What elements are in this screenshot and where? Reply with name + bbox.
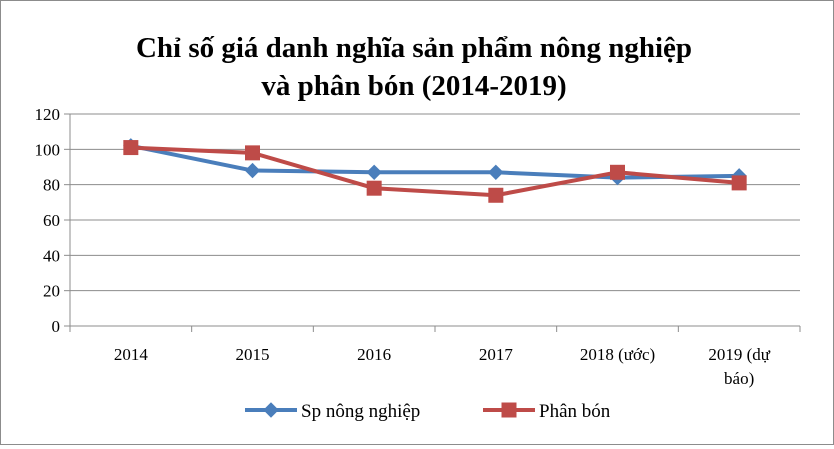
y-tick-label-0: 0 <box>52 317 61 336</box>
series-1-point-0 <box>123 140 139 156</box>
y-tick-label-100: 100 <box>35 140 61 159</box>
x-axis-tick-labels: 2014 2015 2016 2017 2018 (ước) 2019 (dự báo) <box>114 345 771 388</box>
gridlines <box>70 113 800 292</box>
series-1 <box>123 140 747 203</box>
y-tick-label-40: 40 <box>43 246 60 265</box>
x-tick-label-2-0: 2016 <box>357 345 391 364</box>
legend-swatch-marker-1 <box>501 402 517 418</box>
x-tick-label-1-0: 2015 <box>236 345 270 364</box>
legend-swatch-marker-0 <box>263 402 279 418</box>
chart-title-line-2: và phân bón (2014-2019) <box>261 70 566 102</box>
legend-item-0: Sp nông nghiệp <box>245 401 420 422</box>
axes <box>64 113 801 332</box>
series <box>123 138 747 203</box>
x-tick-label-3-0: 2017 <box>479 345 514 364</box>
series-1-line <box>128 145 742 198</box>
x-tick-label-5-0: 2019 (dự <box>708 345 770 364</box>
y-tick-label-20: 20 <box>43 282 60 301</box>
series-1-point-3 <box>488 187 504 203</box>
series-0-line <box>128 143 742 180</box>
legend-item-1: Phân bón <box>483 401 611 422</box>
y-tick-label-80: 80 <box>43 176 60 195</box>
legend: Sp nông nghiệp Phân bón <box>245 401 611 422</box>
series-0 <box>123 138 747 186</box>
series-1-point-2 <box>366 180 382 196</box>
y-tick-label-120: 120 <box>35 105 61 124</box>
series-0-point-1 <box>244 162 261 179</box>
y-tick-label-60: 60 <box>43 211 60 230</box>
series-1-point-5 <box>731 175 747 191</box>
series-0-point-3 <box>488 164 504 181</box>
series-1-point-1 <box>245 145 260 161</box>
x-tick-label-5-1: báo) <box>724 369 754 388</box>
series-0-point-2 <box>366 164 382 181</box>
legend-label-1: Phân bón <box>539 401 611 422</box>
legend-label-0: Sp nông nghiệp <box>301 401 420 422</box>
x-tick-label-0-0: 2014 <box>114 345 149 364</box>
x-tick-label-4-0: 2018 (ước) <box>580 345 655 364</box>
y-axis-tick-labels: 0 20 40 60 80 100 120 <box>35 105 61 336</box>
series-1-point-4 <box>610 164 625 180</box>
chart-title-line-1: Chỉ số giá danh nghĩa sản phẩm nông nghi… <box>136 32 692 64</box>
